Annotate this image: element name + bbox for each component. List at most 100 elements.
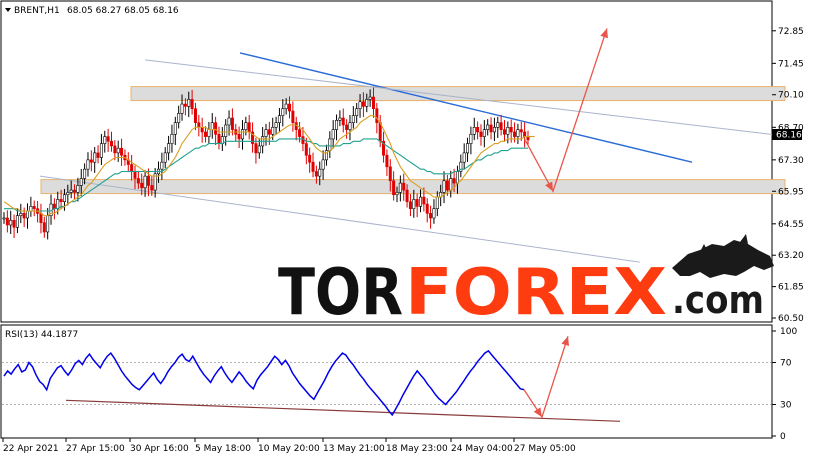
x-tick-label: 27 Apr 15:00: [66, 444, 125, 454]
candle-body: [89, 159, 93, 163]
candle-body: [257, 145, 261, 154]
forecast-arrowhead-up: [600, 28, 608, 39]
candle-body: [371, 96, 375, 109]
candle-body: [224, 124, 228, 137]
trend-lines: [39, 52, 791, 263]
candle-body: [415, 199, 419, 207]
candle-body: [365, 99, 369, 107]
candle-body: [173, 122, 177, 135]
candle-body: [331, 129, 335, 140]
candle-body: [204, 131, 208, 137]
candle-body: [19, 213, 23, 216]
candle-body: [130, 164, 134, 172]
candle-body: [52, 203, 56, 209]
candle-body: [133, 171, 137, 179]
candle-body: [338, 117, 342, 121]
price-zone: [40, 179, 786, 195]
x-tick-label: 24 May 04:00: [451, 444, 513, 454]
rsi-level-lines: [2, 362, 771, 422]
candle-body: [177, 113, 181, 123]
candle-body: [509, 127, 513, 133]
rsi-y-axis: 100 70 30 0: [772, 327, 797, 442]
candle-body: [150, 185, 154, 191]
candle-body: [429, 213, 433, 219]
candle-body: [351, 115, 355, 123]
candle-body: [519, 129, 523, 133]
time-x-axis: 22 Apr 2021 27 Apr 15:00 30 Apr 16:00 5 May…: [2, 438, 576, 454]
trend-line-upper: [239, 52, 693, 163]
candle-body: [469, 133, 473, 144]
candle-body: [264, 129, 268, 137]
candle-body: [523, 131, 527, 137]
rsi-panel: [0, 324, 773, 439]
candle-body: [140, 182, 144, 189]
rsi-y-tick-label: 0: [780, 432, 786, 442]
candle-body: [476, 127, 480, 133]
price-y-tick-label: 61.85: [778, 283, 804, 293]
candle-body: [452, 178, 456, 184]
rsi-line: [3, 336, 570, 419]
candle-body: [284, 103, 288, 109]
candle-body: [197, 122, 201, 128]
candle-body: [489, 124, 493, 133]
candle-body: [15, 215, 19, 228]
candle-body: [466, 143, 470, 154]
candle-body: [479, 131, 483, 137]
bull-bear-logo-icon: [672, 234, 774, 278]
candle-body: [408, 201, 412, 209]
price-y-tick-label: 71.45: [778, 59, 804, 69]
candle-body: [167, 143, 171, 154]
candle-body: [254, 143, 258, 154]
candle-body: [240, 129, 244, 140]
candle-body: [358, 101, 362, 109]
candle-body: [187, 99, 191, 107]
candle-body: [46, 215, 50, 233]
candle-body: [445, 180, 449, 191]
candle-body: [472, 127, 476, 135]
candle-body: [291, 110, 295, 123]
candle-body: [22, 213, 26, 219]
candle-body: [311, 161, 315, 172]
candle-body: [345, 124, 349, 130]
moving-averages: [3, 115, 535, 217]
candle-body: [506, 127, 510, 135]
candle-body: [267, 129, 271, 135]
candle-body: [66, 192, 70, 196]
x-tick-label: 5 May 18:00: [195, 444, 251, 454]
candle-body: [486, 124, 490, 130]
rsi-divergence-line: [65, 399, 621, 422]
price-y-tick-label: 68.70: [778, 123, 804, 133]
candle-body: [308, 154, 312, 163]
candle-body: [318, 168, 322, 177]
forecast-arrowhead-down: [545, 181, 553, 192]
candle-body: [398, 182, 402, 193]
candle-body: [227, 117, 231, 126]
candle-body: [395, 192, 399, 196]
candle-body: [348, 122, 352, 130]
candle-body: [200, 127, 204, 133]
x-tick-label: 10 May 20:00: [258, 444, 320, 454]
candle-body: [190, 99, 194, 109]
price-forecast-arrows: [524, 28, 608, 193]
candle-body: [321, 159, 325, 170]
candle-body: [496, 122, 500, 128]
candle-body: [120, 147, 124, 156]
candle-body: [153, 173, 157, 191]
symbol-dropdown-icon[interactable]: [5, 8, 11, 12]
candle-body: [143, 175, 147, 189]
candle-body: [163, 152, 167, 163]
candle-body: [12, 220, 16, 228]
ma-slow-line: [4, 138, 528, 212]
price-zone: [130, 86, 786, 102]
candle-body: [251, 131, 255, 144]
trend-line-channel-top: [144, 59, 791, 138]
candle-body: [214, 122, 218, 135]
candle-body: [459, 161, 463, 172]
candle-body: [328, 138, 332, 151]
candle-body: [29, 206, 33, 212]
resistance-support-zones: [40, 86, 786, 195]
candle-body: [405, 189, 409, 203]
x-tick-label: 22 Apr 2021: [3, 444, 59, 454]
candle-body: [482, 129, 486, 137]
